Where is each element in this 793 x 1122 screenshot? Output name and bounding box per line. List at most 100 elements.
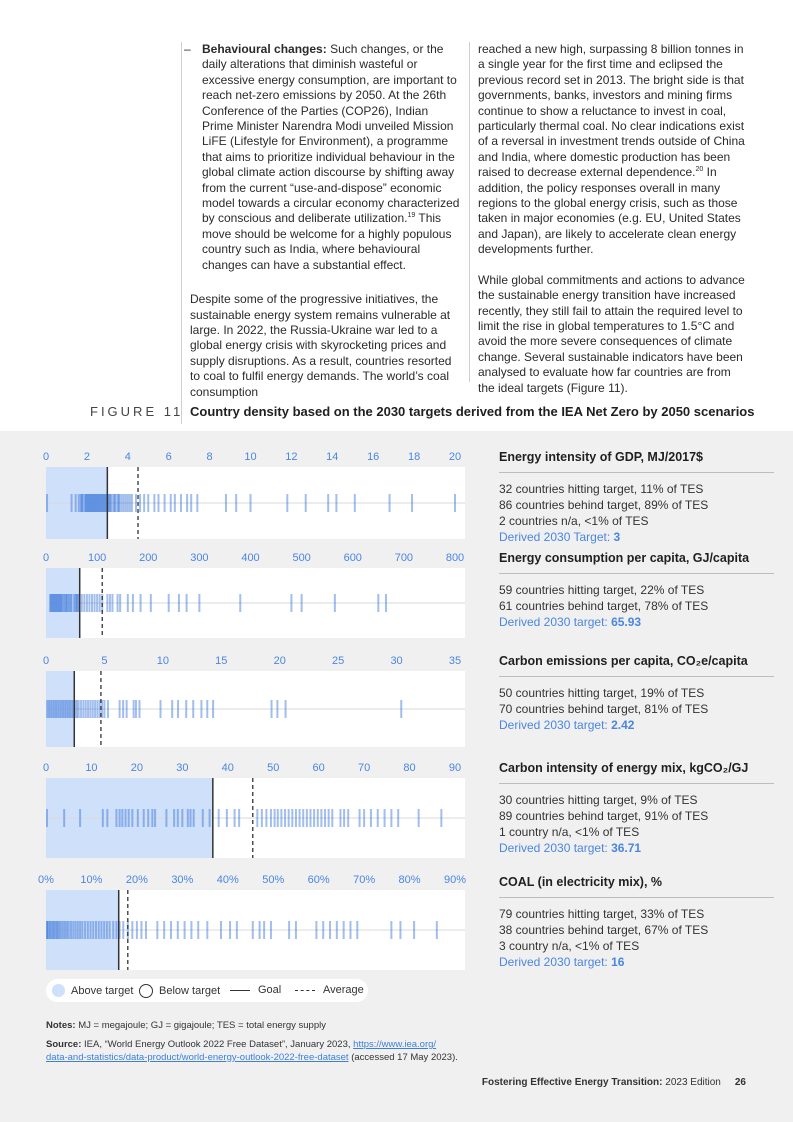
footnote-19[interactable]: 19	[407, 212, 416, 220]
right-paragraph-1b: In addition, the policy responses overal…	[478, 165, 741, 257]
country-mark	[169, 921, 172, 939]
country-mark	[302, 809, 305, 827]
country-mark	[273, 809, 276, 827]
country-mark	[91, 494, 94, 512]
country-mark	[139, 594, 142, 612]
strip-plot-svg	[46, 568, 465, 638]
country-mark	[339, 809, 342, 827]
country-mark	[95, 494, 98, 512]
panel-stat-line: 2 countries n/a, <1% of TES	[499, 514, 649, 528]
tick-label: 80%	[398, 874, 421, 886]
panel-stat-line: 3 country n/a, <1% of TES	[499, 939, 640, 953]
country-mark	[219, 921, 222, 939]
country-mark	[80, 494, 83, 512]
country-mark	[169, 494, 172, 512]
country-mark	[103, 700, 106, 718]
country-mark	[79, 921, 82, 939]
country-mark	[80, 594, 83, 612]
panel-stat-line: 86 countries behind target, 89% of TES	[499, 498, 709, 512]
country-mark	[192, 700, 195, 718]
country-mark	[50, 594, 53, 612]
tick-label: 20%	[125, 874, 148, 886]
country-mark	[119, 594, 122, 612]
country-mark	[124, 494, 127, 512]
panel-title: COAL (in electricity mix), %	[499, 875, 663, 889]
country-mark	[287, 809, 290, 827]
page-footer: Fostering Effective Energy Transition: 2…	[482, 1077, 746, 1088]
country-mark	[84, 494, 87, 512]
country-mark	[59, 594, 62, 612]
source-line: Source: IEA, “World Energy Outlook 2022 …	[46, 1038, 526, 1064]
country-mark	[239, 594, 242, 612]
country-mark	[173, 494, 176, 512]
country-mark	[291, 809, 294, 827]
country-mark	[176, 921, 179, 939]
tick-label: 5	[101, 655, 108, 667]
country-mark	[377, 594, 380, 612]
tick-label: 0	[42, 762, 50, 774]
country-mark	[74, 594, 77, 612]
country-mark	[304, 494, 307, 512]
country-mark	[397, 809, 400, 827]
figure-label-rule	[181, 402, 182, 424]
source-tail: (accessed 17 May 2023).	[348, 1052, 458, 1063]
country-mark	[58, 700, 61, 718]
country-mark	[208, 809, 211, 827]
country-mark	[88, 494, 91, 512]
country-mark	[74, 494, 77, 512]
country-mark	[286, 494, 289, 512]
country-mark	[138, 700, 141, 718]
country-mark	[256, 809, 259, 827]
panel-stat-line: 50 countries hitting target, 19% of TES	[499, 686, 705, 700]
strip-plot-svg	[46, 890, 465, 970]
country-mark	[115, 921, 118, 939]
country-mark	[269, 921, 272, 939]
country-mark	[305, 809, 308, 827]
country-mark	[143, 494, 146, 512]
country-mark	[110, 494, 113, 512]
country-mark	[60, 700, 63, 718]
country-mark	[454, 494, 456, 512]
x-axis: 0% 10% 20% 30% 40% 50% 60% 70% 80% 90%	[0, 874, 480, 888]
notes-block: Notes: MJ = megajoule; GJ = gigajoule; T…	[46, 1019, 526, 1064]
country-mark	[85, 494, 88, 512]
country-mark	[84, 700, 87, 718]
country-mark	[122, 921, 125, 939]
tick-label: 12	[285, 451, 298, 463]
country-mark	[47, 921, 50, 939]
country-mark	[118, 494, 121, 512]
tick-label: 35	[448, 655, 462, 667]
legend-above-swatch	[52, 984, 65, 997]
footnote-20[interactable]: 20	[695, 166, 704, 174]
source-link-part-2[interactable]: data-and-statistics/data-product/world-e…	[46, 1052, 349, 1063]
legend-goal-label: Goal	[258, 984, 282, 996]
country-mark	[117, 494, 120, 512]
country-mark	[108, 594, 111, 612]
country-mark	[176, 809, 179, 827]
country-mark	[74, 921, 77, 939]
tick-label: 600	[343, 552, 362, 564]
notes-label: Notes:	[46, 1020, 76, 1031]
country-mark	[131, 921, 134, 939]
bullet-behavioural-changes: – Behavioural changes: Such changes, or …	[184, 42, 462, 273]
derived-target-label: Derived 2030 Target:	[499, 530, 614, 544]
country-mark	[56, 594, 59, 612]
country-mark	[109, 494, 112, 512]
country-mark	[288, 921, 291, 939]
country-mark	[270, 700, 273, 718]
tick-label: 200	[139, 552, 158, 564]
country-mark	[91, 594, 94, 612]
country-mark	[126, 921, 129, 939]
country-mark	[399, 921, 402, 939]
country-mark	[86, 921, 89, 939]
country-mark	[212, 700, 215, 718]
tick-label: 18	[407, 451, 421, 463]
country-mark	[265, 809, 268, 827]
country-mark	[134, 494, 137, 512]
country-mark	[413, 921, 416, 939]
footer-edition: 2023 Edition	[662, 1077, 721, 1088]
tick-label: 0	[42, 655, 50, 667]
country-mark	[70, 700, 73, 718]
source-link-part-1[interactable]: https://www.iea.org/	[353, 1039, 437, 1050]
country-mark	[363, 809, 366, 827]
